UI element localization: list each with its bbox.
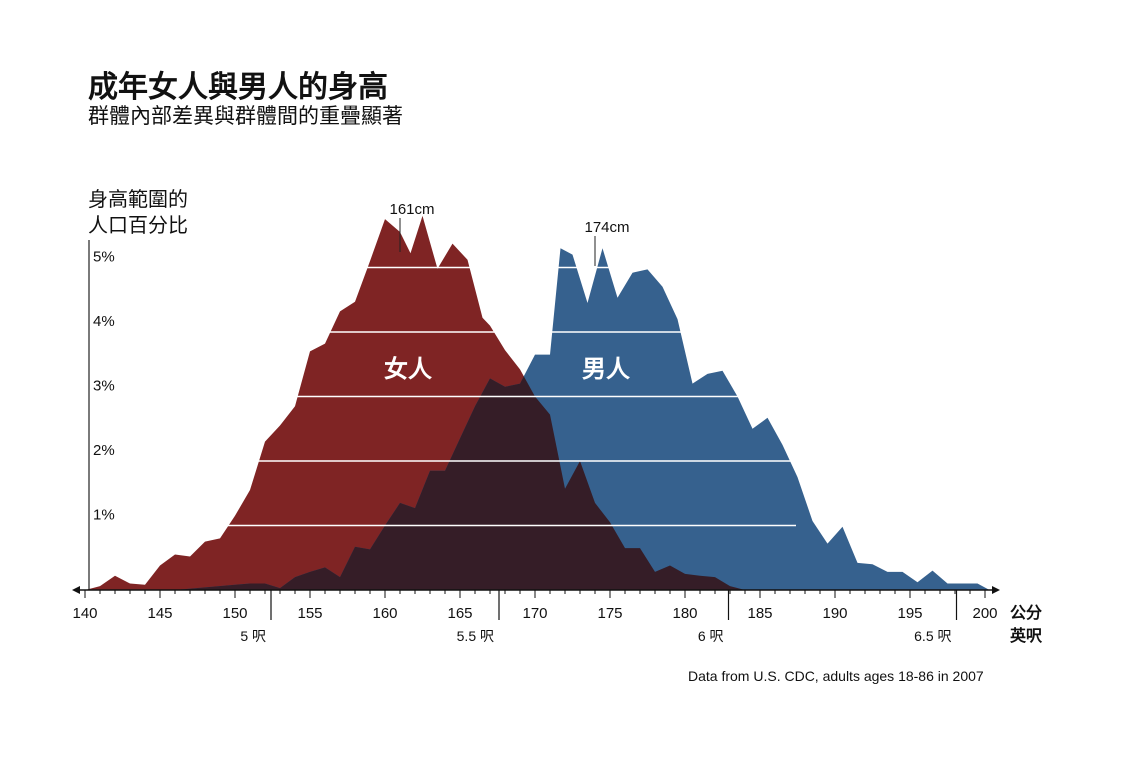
y-axis-label: 身高範圍的 人口百分比 [88, 186, 188, 238]
x-tick-label-160: 160 [372, 605, 397, 622]
peak-label-0: 161cm [389, 201, 434, 218]
feet-tick-label-0: 5 呎 [240, 628, 266, 644]
y-tick-label-1: 1% [93, 507, 115, 524]
x-tick-label-170: 170 [522, 605, 547, 622]
x-axis-arrow-right [992, 586, 1000, 594]
feet-tick-label-1: 5.5 呎 [457, 628, 494, 644]
chart-title: 成年女人與男人的身高 [88, 70, 388, 105]
x-tick-label-150: 150 [222, 605, 247, 622]
y-axis-label-line-2: 人口百分比 [88, 213, 188, 237]
x-axis [72, 240, 1000, 620]
x-tick-label-165: 165 [447, 605, 472, 622]
x-axis-arrow-left [72, 586, 80, 594]
x-tick-label-140: 140 [72, 605, 97, 622]
x-tick-label-185: 185 [747, 605, 772, 622]
y-tick-label-5: 5% [93, 249, 115, 266]
x-tick-label-190: 190 [822, 605, 847, 622]
y-tick-label-2: 2% [93, 442, 115, 459]
y-tick-label-3: 3% [93, 378, 115, 395]
x-tick-label-145: 145 [147, 605, 172, 622]
y-tick-label-4: 4% [93, 313, 115, 330]
x-tick-label-180: 180 [672, 605, 697, 622]
x-tick-label-155: 155 [297, 605, 322, 622]
x-tick-label-200: 200 [972, 605, 997, 622]
x-tick-label-175: 175 [597, 605, 622, 622]
series-label-men: 男人 [582, 356, 630, 383]
data-source-note: Data from U.S. CDC, adults ages 18-86 in… [688, 668, 984, 684]
x-tick-label-195: 195 [897, 605, 922, 622]
x-unit-label-ft: 英呎 [1009, 626, 1043, 645]
series-label-women: 女人 [384, 355, 432, 383]
feet-tick-label-2: 6 呎 [698, 628, 724, 644]
gridlines [96, 266, 796, 527]
feet-tick-label-3: 6.5 呎 [914, 628, 951, 644]
chart-labels: 1% 2% 3% 4% 5% 140 145 150 155 160 165 170 175 180 185… [72, 201, 1043, 645]
y-axis-label-line-1: 身高範圍的 [88, 187, 188, 211]
series-areas [85, 215, 990, 590]
chart-subtitle: 群體內部差異與群體間的重疊顯著 [88, 104, 403, 128]
x-unit-label-cm: 公分 [1010, 604, 1042, 622]
peak-label-1: 174cm [584, 219, 629, 236]
area-men [175, 248, 990, 590]
